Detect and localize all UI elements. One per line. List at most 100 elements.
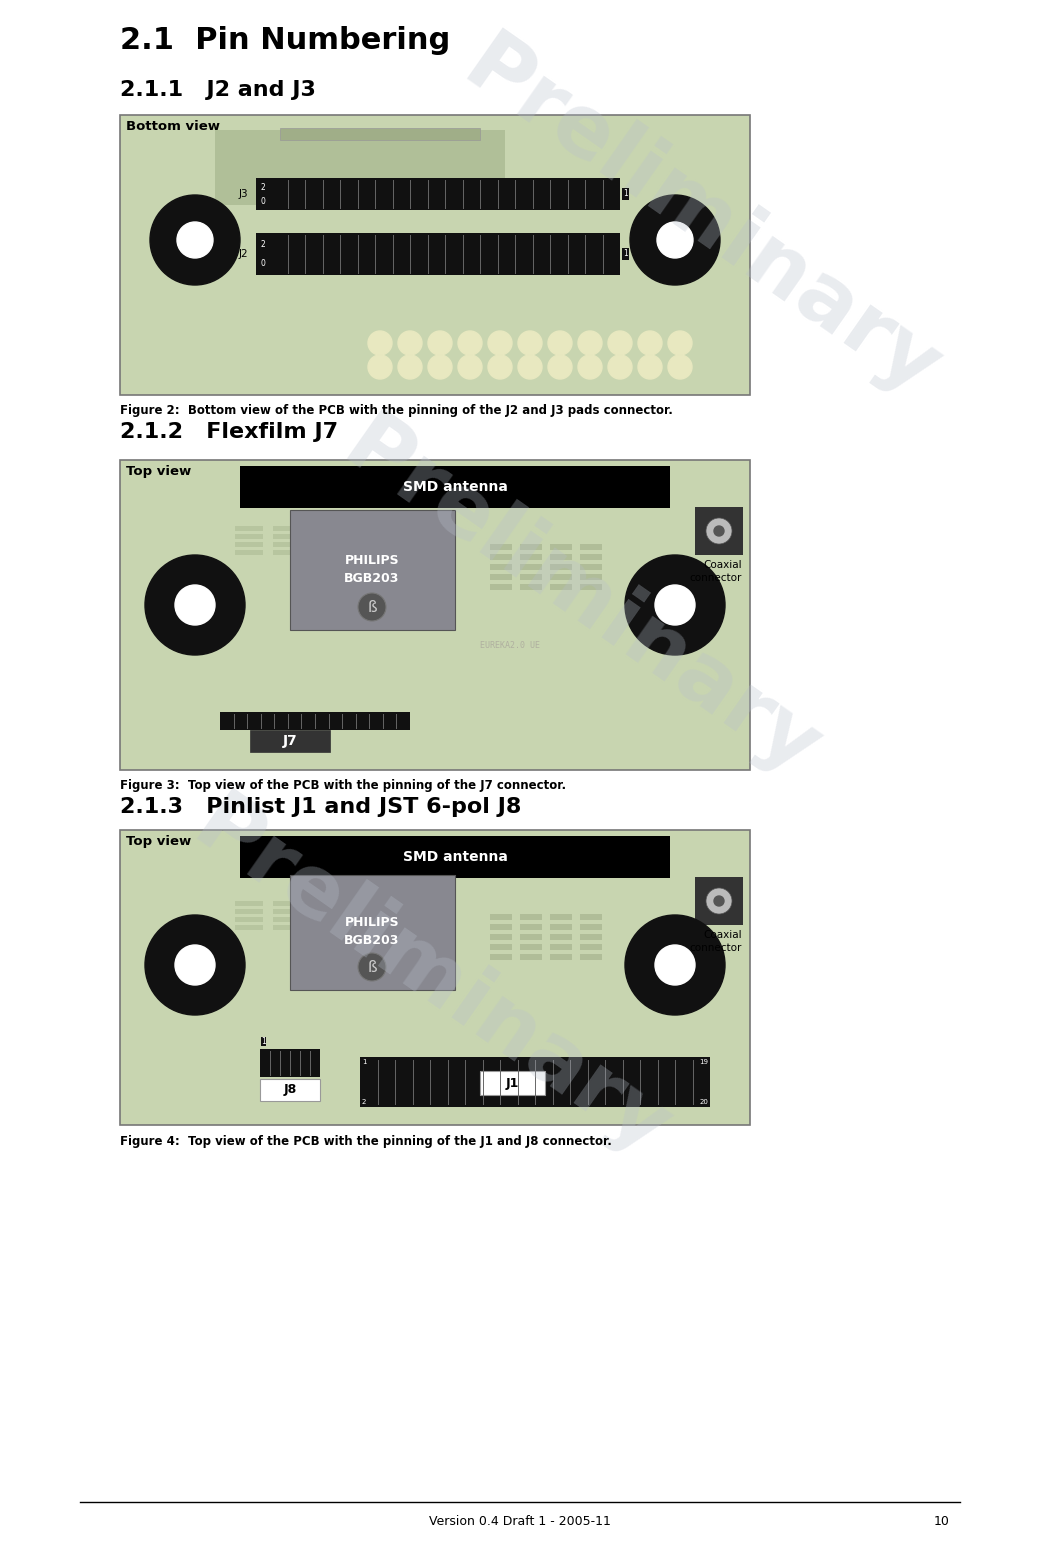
Bar bbox=[580, 554, 602, 560]
Text: 10: 10 bbox=[934, 1515, 950, 1527]
Bar bbox=[550, 583, 572, 590]
Bar bbox=[520, 583, 542, 590]
Circle shape bbox=[548, 331, 572, 356]
Bar bbox=[235, 925, 263, 930]
Circle shape bbox=[638, 356, 662, 379]
Bar bbox=[520, 955, 542, 959]
Bar bbox=[520, 924, 542, 930]
Bar bbox=[311, 541, 339, 548]
Text: 2: 2 bbox=[261, 183, 265, 192]
Bar bbox=[260, 1080, 320, 1101]
Bar bbox=[272, 541, 301, 548]
Circle shape bbox=[638, 331, 662, 356]
Bar bbox=[550, 565, 572, 569]
Text: Top view: Top view bbox=[126, 835, 191, 849]
Text: ß: ß bbox=[367, 959, 376, 975]
Bar bbox=[387, 541, 415, 548]
Bar bbox=[387, 909, 415, 914]
Text: BGB203: BGB203 bbox=[344, 571, 399, 585]
Bar bbox=[387, 551, 415, 555]
Bar bbox=[425, 526, 453, 530]
Bar bbox=[235, 909, 263, 914]
Bar bbox=[272, 551, 301, 555]
Bar bbox=[550, 914, 572, 920]
Bar bbox=[550, 924, 572, 930]
Bar bbox=[235, 526, 263, 530]
Bar bbox=[520, 554, 542, 560]
Bar bbox=[580, 924, 602, 930]
Text: 20: 20 bbox=[699, 1098, 708, 1104]
Bar bbox=[387, 534, 415, 540]
Bar bbox=[520, 914, 542, 920]
Circle shape bbox=[368, 356, 392, 379]
Bar bbox=[695, 877, 743, 925]
Bar bbox=[240, 836, 670, 878]
Bar bbox=[580, 944, 602, 950]
Circle shape bbox=[630, 195, 720, 285]
Circle shape bbox=[578, 331, 602, 356]
Bar bbox=[520, 565, 542, 569]
Text: J2: J2 bbox=[238, 250, 248, 259]
Bar bbox=[311, 551, 339, 555]
Bar bbox=[387, 917, 415, 922]
Bar bbox=[520, 934, 542, 941]
Bar bbox=[290, 510, 456, 630]
Bar bbox=[580, 914, 602, 920]
Bar bbox=[580, 544, 602, 551]
Circle shape bbox=[458, 331, 482, 356]
Bar bbox=[550, 574, 572, 580]
Bar bbox=[220, 711, 410, 730]
Bar bbox=[272, 534, 301, 540]
Bar bbox=[349, 541, 378, 548]
Bar bbox=[272, 909, 301, 914]
Bar bbox=[272, 902, 301, 906]
Bar bbox=[480, 1072, 545, 1095]
Circle shape bbox=[714, 895, 724, 906]
Circle shape bbox=[145, 916, 245, 1016]
Bar bbox=[120, 115, 750, 395]
Text: 2: 2 bbox=[261, 240, 265, 250]
Bar bbox=[270, 232, 620, 275]
Text: connector: connector bbox=[690, 573, 742, 583]
Text: PHILIPS: PHILIPS bbox=[344, 554, 399, 566]
Bar bbox=[387, 925, 415, 930]
Circle shape bbox=[655, 945, 695, 984]
Bar bbox=[235, 902, 263, 906]
Text: SMD antenna: SMD antenna bbox=[402, 850, 508, 864]
Bar bbox=[520, 944, 542, 950]
Circle shape bbox=[625, 916, 725, 1016]
Circle shape bbox=[175, 945, 215, 984]
Text: 2.1  Pin Numbering: 2.1 Pin Numbering bbox=[120, 27, 450, 55]
Bar bbox=[580, 955, 602, 959]
Text: J8: J8 bbox=[283, 1084, 296, 1097]
Bar bbox=[490, 574, 512, 580]
Circle shape bbox=[358, 953, 386, 981]
Circle shape bbox=[668, 356, 692, 379]
Text: Preliminary: Preliminary bbox=[447, 25, 954, 415]
Bar bbox=[311, 526, 339, 530]
Bar bbox=[120, 460, 750, 771]
Text: 0: 0 bbox=[261, 198, 265, 206]
Bar bbox=[425, 909, 453, 914]
Circle shape bbox=[488, 356, 512, 379]
Text: SMD antenna: SMD antenna bbox=[402, 480, 508, 495]
Bar bbox=[256, 232, 270, 275]
Bar bbox=[550, 955, 572, 959]
Bar bbox=[360, 1058, 710, 1108]
Bar bbox=[490, 583, 512, 590]
Bar bbox=[290, 875, 456, 991]
Bar bbox=[695, 507, 743, 555]
Text: J1: J1 bbox=[505, 1076, 519, 1089]
Bar bbox=[280, 128, 480, 140]
Bar bbox=[240, 466, 670, 509]
Bar bbox=[349, 909, 378, 914]
Text: connector: connector bbox=[690, 942, 742, 953]
Text: Preliminary: Preliminary bbox=[177, 785, 683, 1175]
Bar bbox=[260, 1048, 320, 1076]
Bar bbox=[490, 955, 512, 959]
Bar bbox=[550, 934, 572, 941]
Circle shape bbox=[625, 555, 725, 655]
Text: Preliminary: Preliminary bbox=[327, 406, 833, 794]
Bar bbox=[490, 934, 512, 941]
Text: Top view: Top view bbox=[126, 465, 191, 477]
